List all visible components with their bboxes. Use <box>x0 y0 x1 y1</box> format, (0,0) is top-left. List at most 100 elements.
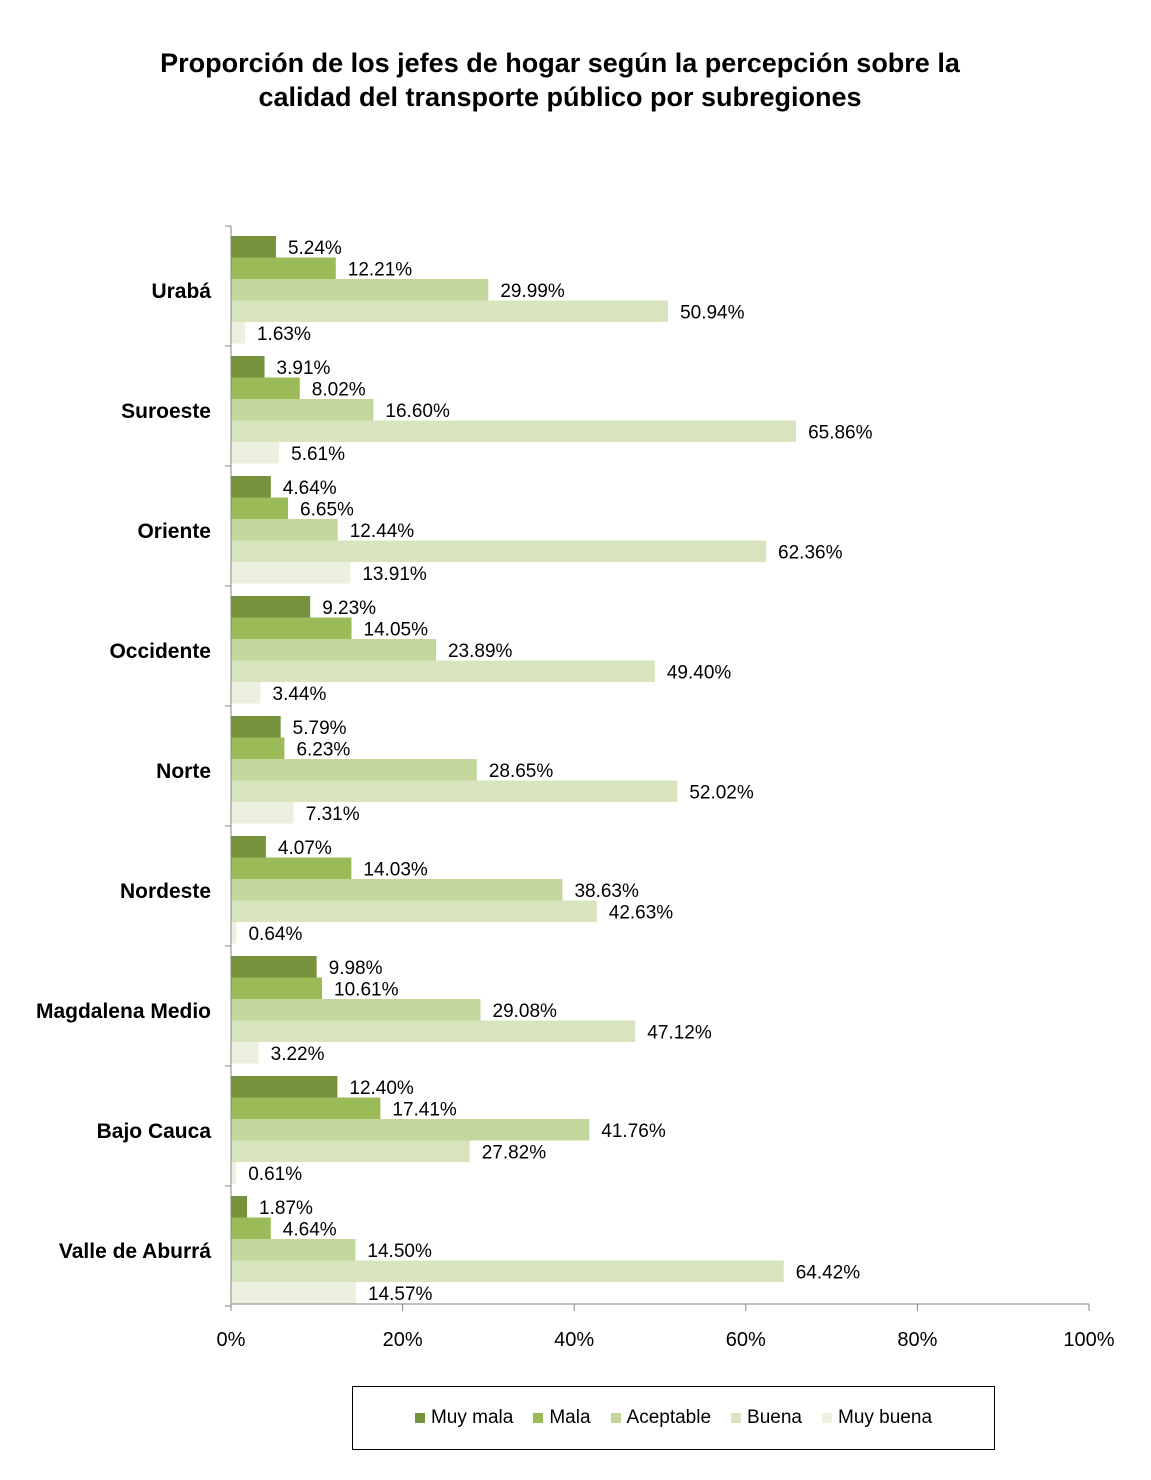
data-label: 65.86% <box>808 422 873 443</box>
bar <box>231 257 336 279</box>
bar <box>231 900 597 922</box>
data-label: 6.23% <box>296 739 350 760</box>
bar <box>231 660 655 682</box>
bar <box>231 399 374 421</box>
x-tick-label: 40% <box>554 1329 594 1351</box>
bar <box>231 999 481 1021</box>
legend-item-buena: Buena <box>731 1407 802 1429</box>
data-label: 49.40% <box>667 662 732 683</box>
data-label: 6.65% <box>300 499 354 520</box>
x-tick-label: 100% <box>1063 1329 1114 1351</box>
bar <box>231 1140 470 1162</box>
category-label: Occidente <box>109 640 211 663</box>
bar <box>231 420 797 442</box>
bar <box>231 1020 636 1042</box>
data-label: 14.05% <box>364 619 429 640</box>
chart-title-line1: Proporción de los jefes de hogar según l… <box>160 48 960 78</box>
x-tick-label: 80% <box>897 1329 937 1351</box>
bar <box>231 476 271 498</box>
bar <box>231 922 237 944</box>
bar <box>231 682 261 704</box>
data-label: 0.64% <box>248 924 302 945</box>
data-label: 23.89% <box>448 641 513 662</box>
legend-label: Buena <box>747 1407 802 1428</box>
bar <box>231 442 280 464</box>
bar <box>231 617 352 639</box>
data-label: 28.65% <box>489 761 554 782</box>
data-label: 47.12% <box>647 1022 712 1043</box>
bar <box>231 737 285 759</box>
data-label: 1.87% <box>259 1198 313 1219</box>
bar <box>231 956 317 978</box>
bar <box>231 1239 356 1261</box>
data-label: 41.76% <box>601 1121 666 1142</box>
data-label: 5.61% <box>291 444 345 465</box>
data-label: 10.61% <box>334 979 399 1000</box>
legend-item-mala: Mala <box>533 1407 591 1429</box>
data-label: 29.08% <box>493 1001 558 1022</box>
data-label: 4.64% <box>283 478 337 499</box>
data-label: 3.44% <box>273 684 327 705</box>
category-label: Magdalena Medio <box>36 1000 211 1023</box>
category-label: Bajo Cauca <box>97 1120 212 1143</box>
data-label: 4.07% <box>278 838 332 859</box>
bar <box>231 519 338 541</box>
data-label: 52.02% <box>689 782 754 803</box>
category-label: Norte <box>156 760 211 783</box>
category-label: Oriente <box>137 520 211 543</box>
data-label: 29.99% <box>500 281 565 302</box>
bar <box>231 322 245 344</box>
data-label: 13.91% <box>362 564 427 585</box>
data-label: 12.44% <box>350 521 415 542</box>
bar <box>231 780 678 802</box>
data-label: 5.79% <box>293 718 347 739</box>
data-label: 4.64% <box>283 1219 337 1240</box>
bar <box>231 879 563 901</box>
bar <box>231 1282 357 1304</box>
category-label: Valle de Aburrá <box>59 1240 211 1263</box>
data-label: 9.23% <box>322 598 376 619</box>
chart-legend: Muy mala Mala Aceptable Buena Muy buena <box>352 1386 995 1450</box>
data-label: 64.42% <box>796 1262 861 1283</box>
legend-label: Muy buena <box>838 1407 933 1428</box>
x-tick-label: 0% <box>217 1329 246 1351</box>
data-label: 42.63% <box>609 902 674 923</box>
data-label: 0.61% <box>248 1164 302 1185</box>
data-label: 7.31% <box>306 804 360 825</box>
data-label: 14.03% <box>363 859 428 880</box>
bar <box>231 377 300 399</box>
data-label: 17.41% <box>392 1099 457 1120</box>
data-label: 12.21% <box>348 259 413 280</box>
bar <box>231 300 669 322</box>
legend-item-aceptable: Aceptable <box>610 1407 711 1429</box>
bar <box>231 562 351 584</box>
bar <box>231 802 294 824</box>
legend-label: Muy mala <box>430 1407 514 1428</box>
bar <box>231 356 265 378</box>
data-label: 12.40% <box>349 1078 414 1099</box>
bar <box>231 857 352 879</box>
data-label: 3.91% <box>277 358 331 379</box>
bar <box>231 759 477 781</box>
data-label: 16.60% <box>385 401 450 422</box>
x-tick-label: 60% <box>726 1329 766 1351</box>
data-label: 8.02% <box>312 379 366 400</box>
data-label: 5.24% <box>288 238 342 259</box>
bar <box>231 540 767 562</box>
bar <box>231 1076 338 1098</box>
bar <box>231 236 276 258</box>
chart-title-line2: calidad del transporte público por subre… <box>258 82 862 112</box>
legend-swatch <box>414 1413 425 1423</box>
legend-swatch <box>533 1413 544 1423</box>
bar <box>231 1196 248 1218</box>
bar <box>231 716 281 738</box>
bar <box>231 279 489 301</box>
bar <box>231 1097 381 1119</box>
legend-item-muy-buena: Muy buena <box>822 1407 932 1429</box>
bar <box>231 596 311 618</box>
bar <box>231 1162 237 1184</box>
data-label: 14.50% <box>367 1241 432 1262</box>
bar <box>231 639 436 661</box>
category-label: Urabá <box>151 280 211 303</box>
